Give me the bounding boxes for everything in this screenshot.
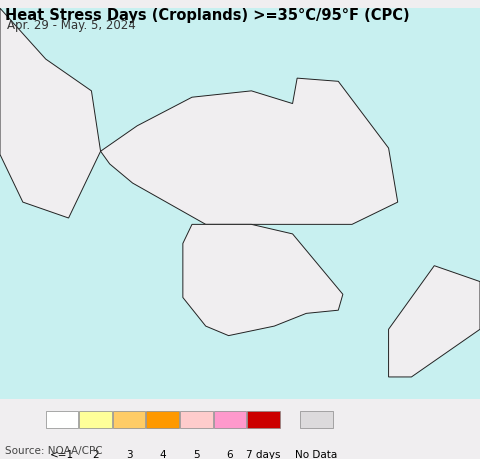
Text: 3: 3 — [126, 449, 132, 459]
Text: 2: 2 — [92, 449, 99, 459]
Text: Apr. 29 - May. 5, 2024: Apr. 29 - May. 5, 2024 — [7, 19, 136, 32]
Text: 4: 4 — [159, 449, 166, 459]
Text: <=1: <=1 — [50, 449, 74, 459]
Polygon shape — [389, 266, 480, 377]
Text: 6: 6 — [227, 449, 233, 459]
Polygon shape — [101, 79, 398, 225]
Text: Heat Stress Days (Croplands) >=35°C/95°F (CPC): Heat Stress Days (Croplands) >=35°C/95°F… — [5, 8, 409, 23]
Polygon shape — [0, 9, 101, 218]
Text: No Data: No Data — [295, 449, 337, 459]
Text: 5: 5 — [193, 449, 200, 459]
Text: Source: NOAA/CPC: Source: NOAA/CPC — [5, 445, 102, 455]
Polygon shape — [183, 225, 343, 336]
Text: 7 days: 7 days — [246, 449, 281, 459]
